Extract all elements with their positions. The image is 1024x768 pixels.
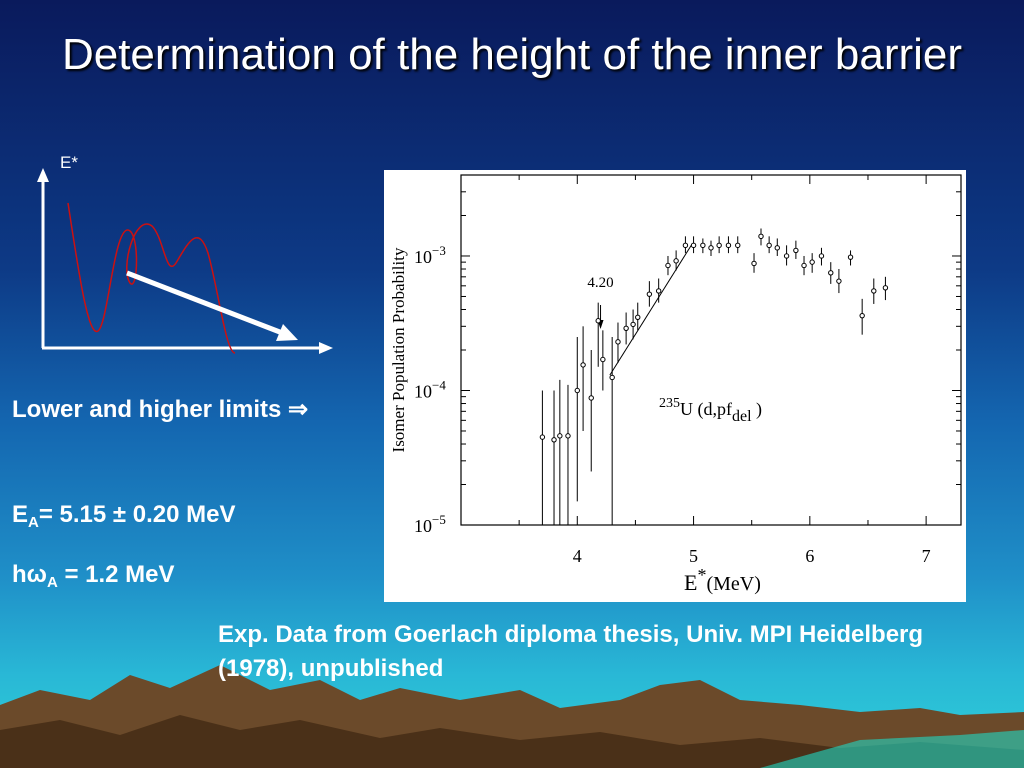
data-point [690, 242, 697, 249]
ea-subscript: A [28, 514, 39, 531]
data-point [847, 254, 854, 260]
sketch-axis-label: E* [60, 153, 78, 172]
data-point [557, 433, 563, 439]
ea-value: = 5.15 ± 0.20 MeV [38, 501, 236, 528]
data-point [609, 374, 615, 381]
y-axis-label: Isomer Population Probability [389, 247, 408, 452]
sketch-x-arrowhead [319, 342, 333, 354]
reaction-label-main: U (d,pf [680, 399, 732, 420]
hw-value: = 1.2 MeV [57, 561, 175, 588]
data-point [766, 242, 772, 249]
data-point [635, 314, 641, 321]
data-point [716, 242, 722, 249]
data-point [801, 262, 807, 269]
data-source-caption: Exp. Data from Goerlach diploma thesis, … [218, 621, 924, 682]
data-point [735, 242, 741, 249]
fit-line [609, 245, 692, 376]
data-point [615, 339, 621, 345]
reaction-label: 235U (d,pfdel ) [659, 396, 762, 425]
reaction-label-mass: 235 [659, 396, 680, 411]
slide-title: Determination of the height of the inner… [61, 30, 963, 79]
data-point [809, 259, 815, 265]
data-point [551, 437, 557, 443]
barrier-sketch: E* [37, 153, 333, 354]
y-tick-label-base: 10 [414, 516, 432, 536]
x-tick-label: 6 [805, 546, 814, 566]
y-tick-label: 10−3 [414, 243, 446, 267]
data-point [665, 262, 671, 269]
data-point [708, 245, 714, 251]
x-axis-label-unit: (MeV) [706, 573, 760, 595]
reaction-label-sub: del [732, 408, 752, 425]
limits-text-block: Lower and higher limits ⇒ [12, 395, 312, 425]
data-point [725, 242, 732, 249]
x-tick-labels: 4 5 6 7 [573, 546, 931, 566]
reaction-label-end: ) [752, 399, 763, 420]
data-point [623, 325, 629, 331]
data-point [595, 318, 601, 324]
x-axis-label-star: * [697, 565, 706, 585]
limits-label: Lower and higher limits [12, 396, 282, 423]
y-tick-label-exponent: −5 [432, 512, 446, 527]
x-tick-label: 5 [689, 546, 698, 566]
data-point [836, 278, 842, 284]
data-point [646, 291, 653, 297]
ea-symbol: E [12, 501, 29, 528]
data-point [758, 233, 764, 240]
y-tick-label: 10−4 [414, 377, 446, 401]
x-tick-label: 7 [922, 546, 931, 566]
data-point [774, 245, 780, 251]
data-point [588, 395, 594, 401]
sketch-y-arrowhead [37, 168, 49, 182]
data-point [580, 362, 586, 368]
data-point [565, 433, 571, 439]
ea-value-line: EA= 5.15 ± 0.20 MeV [12, 500, 236, 538]
hw-symbol: hω [12, 561, 47, 588]
x-tick-label: 4 [573, 546, 582, 566]
y-tick-label-base: 10 [414, 381, 432, 401]
data-points [539, 228, 889, 525]
data-point [793, 247, 799, 254]
potential-curve [67, 202, 236, 354]
data-point [630, 321, 636, 328]
x-axis-label-main: E [684, 570, 697, 595]
data-point [655, 288, 662, 294]
data-point [871, 288, 877, 294]
plot-frame [460, 174, 962, 526]
x-axis-label: E*(MeV) [684, 565, 761, 595]
axis-ticks [460, 174, 961, 526]
data-point [751, 260, 757, 267]
data-point [783, 253, 790, 259]
data-point [700, 242, 706, 249]
data-point [574, 387, 580, 394]
y-tick-label: 10−5 [414, 512, 446, 536]
decay-arrowhead [276, 324, 298, 341]
y-tick-label-exponent: −4 [432, 377, 446, 392]
annotation-label: 4.20 [587, 275, 613, 291]
decay-arrow-shaft [126, 270, 286, 337]
y-tick-label-base: 10 [414, 247, 432, 267]
hw-value-line: hωA = 1.2 MeV [12, 560, 175, 598]
implies-symbol: ⇒ [288, 396, 309, 423]
data-point [600, 356, 606, 363]
data-point [682, 242, 689, 249]
data-point [882, 285, 889, 291]
data-point [818, 253, 825, 259]
hw-subscript: A [46, 574, 58, 591]
y-tick-label-exponent: −3 [432, 243, 446, 258]
y-tick-labels: 10−310−410−5 [414, 243, 446, 536]
data-point [828, 270, 834, 276]
data-point [859, 312, 865, 319]
data-point [539, 434, 546, 440]
data-point [673, 258, 679, 264]
